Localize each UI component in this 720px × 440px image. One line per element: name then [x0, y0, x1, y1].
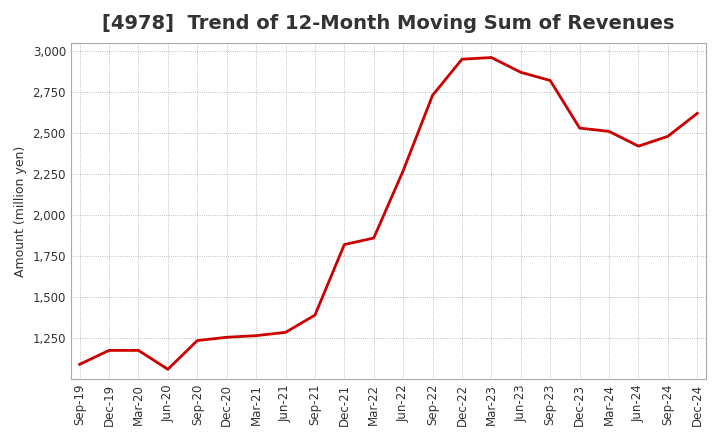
Y-axis label: Amount (million yen): Amount (million yen)	[14, 145, 27, 277]
Title: [4978]  Trend of 12-Month Moving Sum of Revenues: [4978] Trend of 12-Month Moving Sum of R…	[102, 14, 675, 33]
